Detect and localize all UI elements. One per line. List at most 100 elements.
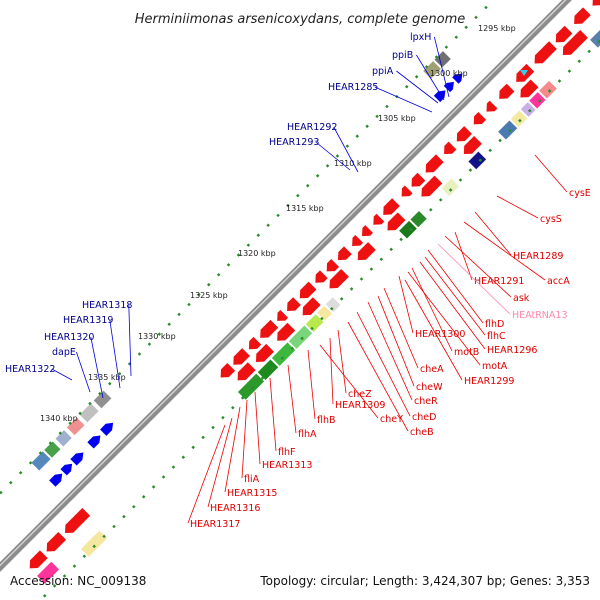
reverse-gene-leader	[424, 256, 486, 336]
scale-ring-outer	[315, 174, 320, 178]
reverse-gene-leader	[241, 399, 248, 479]
cog-block	[423, 61, 441, 79]
reverse-gene-arrow	[287, 297, 301, 312]
reverse-gene-arrow	[248, 336, 262, 350]
gene-labels-group: HEAR1322 dapE HEAR1320 HEAR1319 HEAR1318 HEAR…	[5, 32, 591, 530]
reverse-gene-label: cysS	[540, 214, 562, 225]
reverse-gene-label: cheA	[420, 364, 444, 375]
scale-ring-outer	[9, 480, 13, 485]
cog-block	[410, 210, 427, 228]
forward-gene-label: ppiA	[372, 66, 394, 77]
cog-block	[590, 29, 600, 48]
scale-ring-outer	[246, 243, 251, 247]
reverse-gene-arrow	[260, 319, 279, 338]
scale-ring-outer	[424, 65, 429, 69]
forward-gene-label: HEAR1292	[287, 122, 337, 133]
reverse-gene-label: cheY	[380, 414, 403, 425]
cog-block	[520, 102, 536, 117]
scale-ring-outer	[157, 332, 162, 336]
reverse-gene-arrow	[326, 259, 340, 272]
reverse-gene-arrow	[444, 141, 457, 155]
reverse-gene-arrow	[373, 213, 385, 225]
reverse-gene-label: cheB	[410, 427, 434, 438]
scale-ring-outer	[375, 114, 379, 119]
reverse-gene-leader	[287, 364, 297, 434]
cog-block	[93, 390, 112, 409]
scale-ring-inner	[52, 584, 57, 588]
reverse-gene-label: motA	[482, 361, 508, 372]
forward-gene-label: HEAR1318	[82, 300, 132, 311]
scale-tick-label: 1335 kbp	[88, 373, 126, 382]
cog-block	[441, 178, 460, 197]
scale-tick-label: 1320 kbp	[238, 249, 276, 258]
scale-ring-inner	[488, 148, 492, 153]
scale-ring-inner	[102, 534, 106, 539]
reverse-gene-label: HEAR1315	[227, 488, 277, 499]
scale-ring-outer	[68, 421, 72, 426]
scale-ring-inner	[339, 297, 344, 301]
forward-gene-arrow	[49, 473, 63, 487]
scale-ring-inner	[379, 257, 384, 262]
forward-gene-arrow	[87, 435, 101, 449]
cog-block	[271, 342, 296, 366]
forward-gene-label: HEAR1285	[328, 82, 378, 93]
scale-ring-outer	[266, 223, 270, 228]
forward-gene-arrow	[70, 452, 84, 466]
reverse-gene-arrow	[520, 79, 539, 98]
scale-ring-outer	[38, 451, 43, 455]
reverse-gene-leader	[207, 417, 233, 508]
scale-ring-outer	[484, 5, 488, 10]
scale-ring-inner	[270, 366, 275, 370]
scale-ring-outer	[78, 411, 82, 416]
marker-icon	[520, 70, 528, 76]
genome-backbone	[0, 0, 572, 572]
scale-ring-inner	[290, 346, 294, 351]
forward-gene-leader	[109, 319, 121, 389]
scale-ring-outer	[177, 312, 181, 317]
reverse-gene-leader	[187, 424, 226, 524]
scale-ring-outer	[335, 154, 340, 158]
scale-ring-outer	[385, 104, 389, 109]
reverse-gene-leader	[427, 249, 484, 324]
scale-tick-label: 1310 kbp	[334, 159, 372, 168]
reverse-gene-arrow	[255, 343, 275, 362]
scale-tick-label: 1325 kbp	[190, 291, 228, 300]
reverse-gene-arrow	[220, 363, 236, 378]
scale-ring-outer	[355, 134, 360, 138]
forward-gene-leader	[434, 36, 450, 98]
cog-block	[498, 120, 518, 140]
scale-ring-outer	[88, 401, 92, 406]
forward-gene-leader	[128, 304, 132, 377]
scale-ring-outer	[0, 490, 3, 495]
forward-gene-leader	[396, 70, 439, 104]
scale-tick-label: 1305 kbp	[378, 114, 416, 123]
reverse-gene-leader	[437, 243, 511, 315]
forward-gene-label: HEAR1319	[63, 315, 113, 326]
reverse-gene-label: accA	[547, 276, 570, 287]
scale-ring-outer	[236, 253, 241, 257]
reverse-gene-label: cheW	[416, 382, 443, 393]
scale-ring-outer	[18, 471, 23, 475]
cog-block	[539, 80, 557, 99]
scale-ring-inner	[478, 158, 483, 163]
scale-ring-inner	[82, 554, 87, 558]
reverse-gene-arrow	[357, 242, 376, 261]
gene-features-group	[29, 0, 600, 584]
reverse-gene-leader	[411, 267, 453, 352]
reverse-gene-arrow	[456, 126, 472, 142]
reverse-gene-label: HEAR1299	[464, 376, 514, 387]
scale-ring-inner	[211, 425, 215, 430]
forward-gene-leader	[76, 351, 91, 393]
scale-ring-inner	[151, 485, 156, 489]
reverse-gene-leader	[404, 279, 463, 381]
scale-ring-inner	[359, 277, 364, 281]
scale-ring-inner	[62, 574, 67, 578]
scale-ring-inner	[221, 415, 225, 420]
reverse-gene-arrow	[383, 198, 400, 215]
scale-ring-inner	[72, 564, 77, 568]
reverse-gene-label: motB	[454, 347, 479, 358]
forward-gene-arrow	[100, 422, 114, 436]
scale-ring-outer	[256, 233, 261, 237]
scale-ring-inner	[399, 237, 403, 242]
scale-ring-outer	[127, 362, 132, 366]
